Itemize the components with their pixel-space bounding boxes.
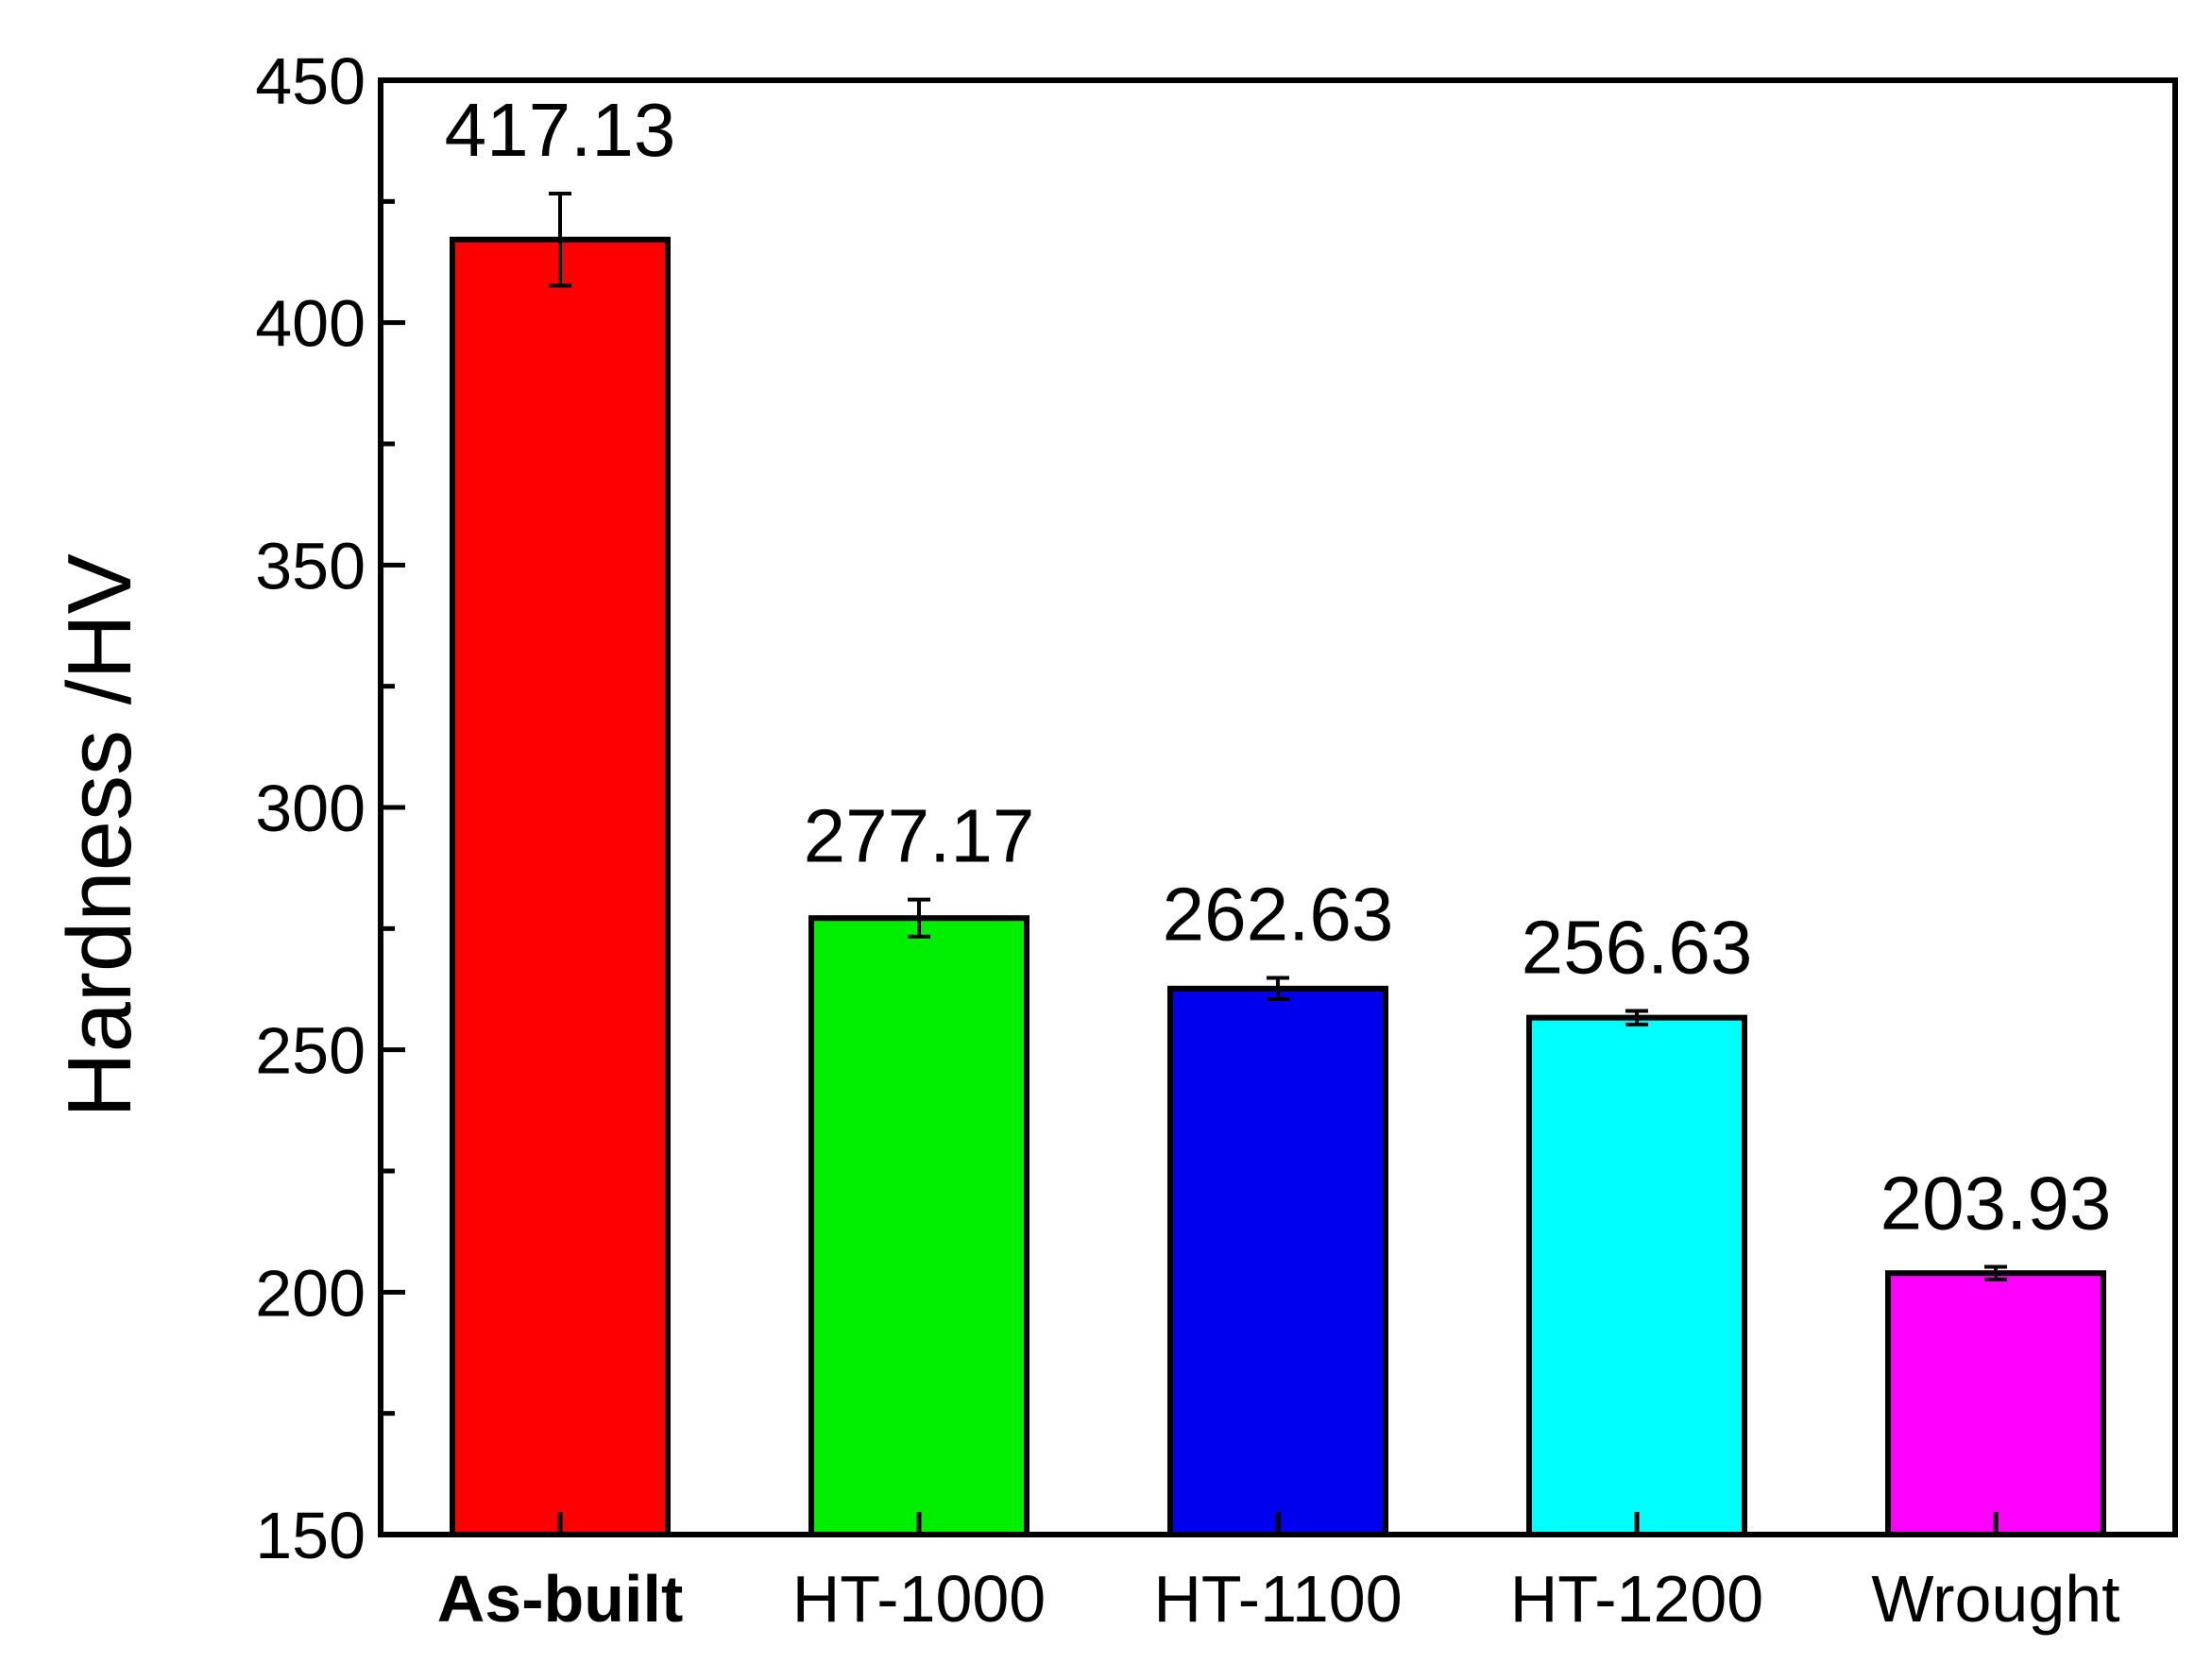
y-tick-label: 300 bbox=[255, 772, 366, 845]
y-tick-label: 200 bbox=[255, 1256, 366, 1330]
value-label: 262.63 bbox=[1163, 873, 1394, 957]
x-tick-label: Wrought bbox=[1871, 1562, 2119, 1636]
y-axis-title: Hardness /HV bbox=[49, 553, 150, 1118]
x-tick-label: HT-1000 bbox=[792, 1562, 1046, 1636]
x-tick-label: HT-1200 bbox=[1510, 1562, 1763, 1636]
x-axis: As-built HT-1000 HT-1100 HT-1200 Wrought bbox=[437, 1512, 2120, 1636]
bar-as-built bbox=[450, 236, 671, 1537]
bar-wrought bbox=[1885, 1270, 2106, 1537]
y-axis: 150 200 250 300 350 400 450 bbox=[255, 44, 405, 1572]
value-label: 417.13 bbox=[445, 88, 676, 172]
value-label: 256.63 bbox=[1522, 905, 1753, 989]
bar-ht-1200 bbox=[1526, 1014, 1747, 1537]
plot-area: 417.13 277.17 262.63 256.63 203.93 bbox=[445, 88, 2112, 1537]
x-tick-label: As-built bbox=[437, 1562, 684, 1636]
y-tick-label: 150 bbox=[255, 1499, 366, 1572]
y-tick-label: 250 bbox=[255, 1014, 366, 1088]
y-tick-label: 450 bbox=[255, 44, 366, 118]
value-label: 203.93 bbox=[1880, 1161, 2112, 1245]
value-label: 277.17 bbox=[804, 794, 1035, 878]
y-tick-label: 400 bbox=[255, 287, 366, 361]
x-tick-label: HT-1100 bbox=[1153, 1562, 1402, 1636]
y-tick-label: 350 bbox=[255, 529, 366, 602]
bar-ht-1100 bbox=[1167, 985, 1388, 1537]
bar-ht-1000 bbox=[808, 915, 1029, 1537]
